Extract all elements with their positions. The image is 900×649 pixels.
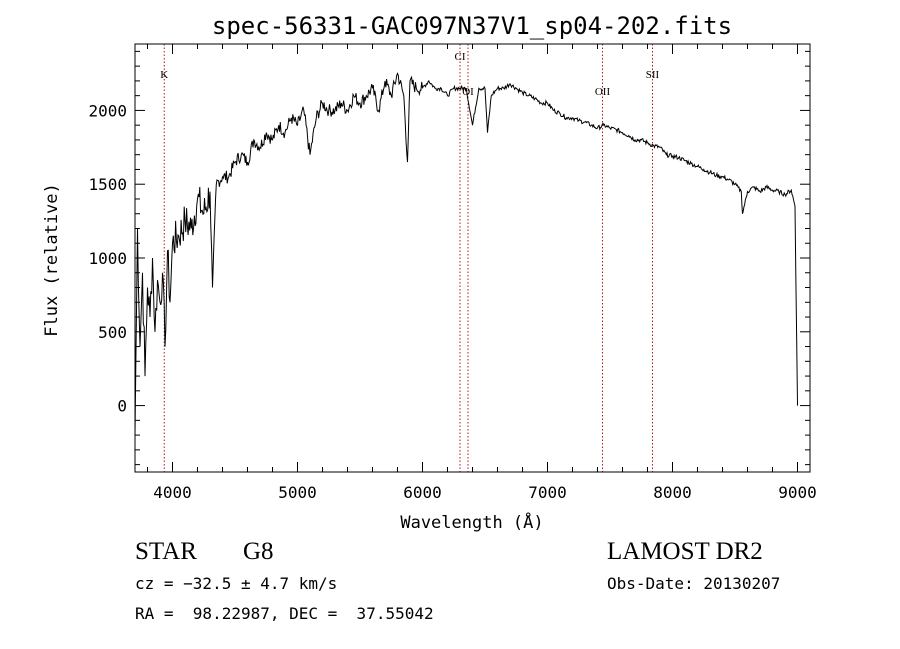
x-axis-label: Wavelength (Å) <box>400 511 543 533</box>
spectrum-series-line <box>134 72 798 436</box>
y-tick-label: 0 <box>117 397 127 416</box>
redshift-info: cz = −32.5 ± 4.7 km/s <box>135 574 338 593</box>
spectral-line-label: OII <box>595 86 611 98</box>
x-tick-label: 9000 <box>778 483 817 502</box>
spectral-line-label: CI <box>455 51 466 63</box>
plot-frame <box>134 43 811 473</box>
spectral-line-label: SII <box>646 69 660 81</box>
spectral-line-label: K <box>160 69 168 81</box>
observation-date: Obs-Date: 20130207 <box>607 574 781 593</box>
chart-title: spec-56331-GAC097N37V1_sp04-202.fits <box>212 12 732 40</box>
spectral-line-label: OI <box>462 86 474 98</box>
x-tick-label: 6000 <box>403 483 442 502</box>
x-tick-label: 7000 <box>528 483 567 502</box>
coordinates: RA = 98.22987, DEC = 37.55042 <box>135 604 434 623</box>
y-tick-label: 500 <box>98 323 127 342</box>
object-type: STAR <box>135 538 197 565</box>
spectral-subclass: G8 <box>243 538 274 565</box>
axes: 4000 5000 6000 7000 8000 9000 0 500 1000 1500 2000 <box>88 43 817 502</box>
y-axis-label: Flux (relative) <box>42 183 62 337</box>
y-tick-label: 2000 <box>88 101 127 120</box>
y-tick-label: 1000 <box>88 249 127 268</box>
x-tick-label: 4000 <box>153 483 192 502</box>
plot-area: K CI OI OII SII <box>134 44 798 472</box>
x-tick-label: 8000 <box>653 483 692 502</box>
x-tick-label: 5000 <box>278 483 317 502</box>
y-tick-label: 1500 <box>88 175 127 194</box>
survey-name: LAMOST DR2 <box>607 538 763 565</box>
